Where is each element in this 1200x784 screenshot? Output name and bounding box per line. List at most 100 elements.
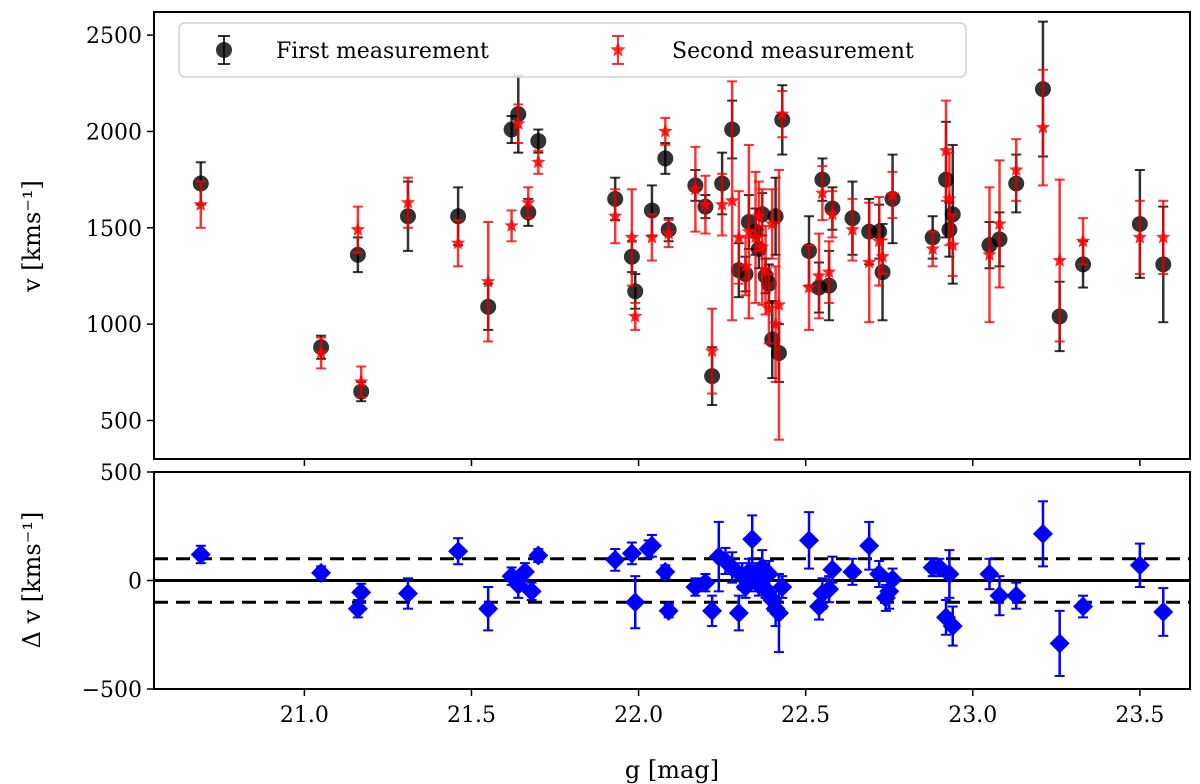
- delta-v-point: [1049, 633, 1070, 654]
- legend-item-second: Second measurement: [610, 35, 914, 65]
- second-measurement-point: [801, 280, 817, 294]
- second-measurement-point: [628, 308, 643, 323]
- second-measurement-point: [1075, 233, 1091, 248]
- delta-v-point: [822, 559, 843, 580]
- second-measurement-point: [193, 197, 208, 211]
- delta-v-point: [1073, 596, 1094, 617]
- delta-v-point: [1006, 585, 1027, 606]
- delta-v-series: [190, 500, 1174, 677]
- second-measurement-point: [942, 191, 957, 205]
- second-measurement-point: [992, 216, 1007, 231]
- second-measurement-point: [738, 258, 753, 273]
- y-tick-label: 500: [100, 461, 142, 486]
- delta-v-point: [397, 583, 418, 604]
- second-measurement-series: [193, 68, 1171, 441]
- second-measurement-point: [1035, 120, 1051, 134]
- legend-item-first: First measurement: [216, 35, 489, 65]
- delta-v-point: [772, 577, 793, 598]
- legend-label-first: First measurement: [276, 39, 489, 64]
- delta-v-point: [347, 598, 368, 619]
- y-tick-label: 1500: [86, 217, 142, 242]
- second-measurement-point: [715, 197, 730, 211]
- second-measurement-point: [741, 224, 756, 238]
- delta-v-point: [989, 585, 1010, 606]
- bottom-y-axis-label: Δ v [kms⁻¹]: [18, 512, 46, 649]
- delta-v-point: [882, 569, 903, 590]
- second-measurement-point: [751, 208, 767, 223]
- first-measurement-point: [627, 283, 644, 300]
- second-measurement-point: [688, 181, 703, 196]
- second-measurement-point: [825, 206, 840, 221]
- second-measurement-point: [862, 254, 877, 269]
- legend-box: [178, 22, 967, 78]
- y-tick-label: −500: [82, 678, 142, 703]
- second-measurement-point: [982, 247, 997, 261]
- delta-v-point: [311, 562, 332, 583]
- second-measurement-point: [1132, 229, 1147, 244]
- first-measurement-point: [657, 150, 674, 167]
- y-tick-label: 2500: [86, 24, 142, 49]
- x-tick-label: 21.0: [280, 703, 329, 728]
- second-measurement-point: [845, 222, 860, 236]
- second-measurement-point: [821, 264, 837, 279]
- delta-v-point: [625, 592, 646, 613]
- bottom-y-axis: −500 0 500: [82, 461, 154, 703]
- second-measurement-point: [521, 195, 536, 209]
- x-axis: 21.0 21.5 22.0 22.5 23.0 23.5: [280, 459, 1164, 728]
- x-tick-label: 23.0: [948, 703, 997, 728]
- circle-marker-icon: [216, 42, 232, 58]
- delta-v-point: [655, 561, 676, 582]
- delta-v-point: [942, 616, 963, 637]
- legend: First measurement Second measurement: [178, 22, 967, 78]
- x-axis-label: g [mag]: [625, 756, 719, 784]
- reference-lines: [154, 557, 1190, 604]
- second-measurement-point: [481, 274, 496, 288]
- delta-v-point: [1153, 601, 1174, 622]
- star-marker-icon: [610, 42, 626, 57]
- second-measurement-point: [771, 297, 787, 311]
- first-measurement-point: [530, 133, 547, 150]
- second-measurement-point: [725, 193, 740, 207]
- delta-v-point: [521, 581, 542, 602]
- second-measurement-point: [624, 229, 640, 244]
- y-tick-label: 2000: [86, 120, 142, 145]
- second-measurement-point: [758, 262, 773, 277]
- second-measurement-point: [1052, 253, 1067, 267]
- delta-v-point: [190, 544, 211, 565]
- y-tick-label: 0: [128, 570, 142, 595]
- legend-label-second: Second measurement: [672, 39, 914, 64]
- second-measurement-point: [811, 268, 827, 283]
- second-measurement-point: [400, 195, 416, 209]
- second-measurement-point: [765, 216, 780, 231]
- second-measurement-point: [608, 208, 623, 223]
- delta-v-point: [658, 600, 679, 621]
- second-measurement-point: [731, 229, 746, 244]
- delta-v-point: [641, 535, 662, 556]
- delta-v-point: [621, 543, 642, 564]
- delta-v-point: [351, 582, 372, 603]
- y-tick-label: 1000: [86, 313, 142, 338]
- x-tick-label: 23.5: [1115, 703, 1164, 728]
- top-y-axis-label: v [kms⁻¹]: [18, 180, 46, 293]
- delta-v-point: [939, 563, 960, 584]
- x-tick-label: 22.5: [781, 703, 830, 728]
- delta-v-point: [478, 598, 499, 619]
- y-tick-label: 500: [100, 409, 142, 434]
- second-measurement-point: [450, 235, 466, 250]
- second-measurement-point: [1009, 162, 1024, 177]
- second-measurement-point: [1156, 229, 1171, 244]
- second-measurement-point: [945, 237, 960, 252]
- delta-v-point: [695, 572, 716, 593]
- delta-v-point: [979, 563, 1000, 584]
- second-measurement-point: [815, 185, 830, 200]
- delta-v-point: [728, 603, 749, 624]
- second-measurement-point: [768, 316, 783, 331]
- second-measurement-point: [885, 187, 900, 202]
- delta-v-point: [1129, 555, 1150, 576]
- delta-v-point: [702, 600, 723, 621]
- top-y-axis: 500 1000 1500 2000 2500: [86, 24, 154, 434]
- second-measurement-point: [658, 123, 673, 138]
- second-measurement-point: [354, 374, 369, 388]
- delta-v-point: [742, 529, 763, 550]
- second-measurement-point: [350, 222, 365, 236]
